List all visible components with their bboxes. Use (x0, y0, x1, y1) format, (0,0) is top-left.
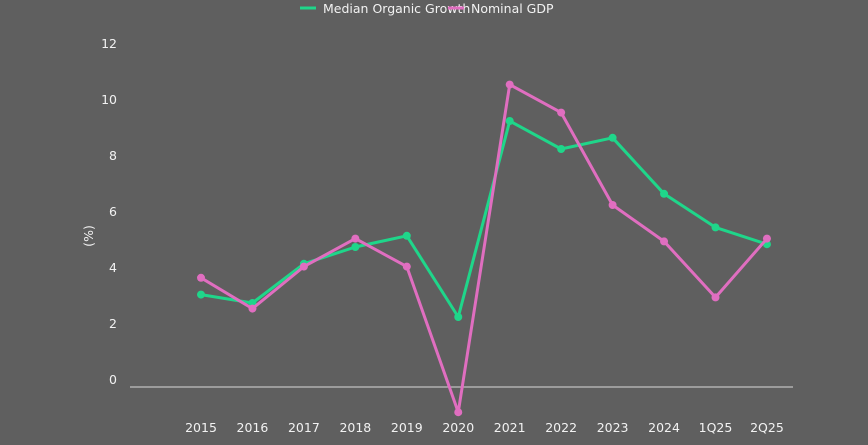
legend-label: Nominal GDP (471, 1, 554, 16)
x-tick-label: 2020 (442, 420, 474, 435)
x-tick-label: 2023 (597, 420, 629, 435)
x-tick-label: 1Q25 (699, 420, 733, 435)
series-line (200, 83, 769, 414)
data-point[interactable] (351, 234, 360, 243)
data-point[interactable] (299, 262, 308, 271)
x-tick-label: 2019 (391, 420, 423, 435)
data-point[interactable] (711, 223, 720, 232)
y-tick-label: 0 (109, 372, 117, 387)
x-tick-label: 2021 (494, 420, 526, 435)
x-tick-label: 2017 (288, 420, 320, 435)
data-point[interactable] (197, 273, 205, 282)
legend: Median Organic Growth Nominal GDP (300, 1, 554, 16)
data-point[interactable] (248, 299, 257, 307)
data-point[interactable] (505, 117, 514, 125)
y-axis-label: (%) (81, 225, 96, 247)
y-tick-label: 12 (101, 36, 117, 51)
data-point[interactable] (711, 293, 720, 302)
legend-label: Median Organic Growth (323, 1, 470, 16)
data-point[interactable] (454, 408, 463, 417)
legend-item-0[interactable]: Median Organic Growth (300, 1, 470, 16)
x-tick-label: 2016 (237, 420, 269, 435)
data-point[interactable] (248, 304, 257, 313)
data-point[interactable] (660, 189, 669, 198)
data-point[interactable] (197, 290, 205, 299)
data-point[interactable] (608, 201, 617, 209)
data-point[interactable] (402, 262, 411, 271)
data-point[interactable] (608, 133, 617, 142)
data-point[interactable] (351, 243, 360, 251)
series-line (200, 119, 768, 319)
data-point[interactable] (505, 80, 514, 89)
x-tick-label: 2Q25 (750, 420, 784, 435)
x-tick-label: 2018 (339, 420, 371, 435)
y-tick-label: 10 (101, 92, 117, 107)
data-point[interactable] (557, 145, 566, 153)
x-tick-label: 2022 (545, 420, 577, 435)
y-axis: 0 2 4 6 8 10 12 (101, 36, 117, 387)
x-tick-label: 2024 (648, 420, 680, 435)
y-tick-label: 8 (109, 148, 117, 163)
data-point[interactable] (762, 234, 771, 243)
y-tick-label: 2 (109, 316, 117, 331)
legend-item-1[interactable]: Nominal GDP (448, 1, 554, 16)
series-group (197, 80, 771, 417)
series-0 (197, 117, 771, 321)
data-point[interactable] (454, 313, 463, 321)
y-tick-label: 6 (109, 204, 117, 219)
y-tick-label: 4 (109, 260, 117, 275)
data-point[interactable] (402, 231, 411, 240)
data-point[interactable] (557, 108, 566, 117)
data-point[interactable] (660, 237, 669, 246)
x-tick-label: 2015 (185, 420, 217, 435)
series-1 (197, 80, 771, 417)
x-axis: 2015 2016 2017 2018 2019 2020 2021 2022 2023 2024… (185, 420, 784, 435)
